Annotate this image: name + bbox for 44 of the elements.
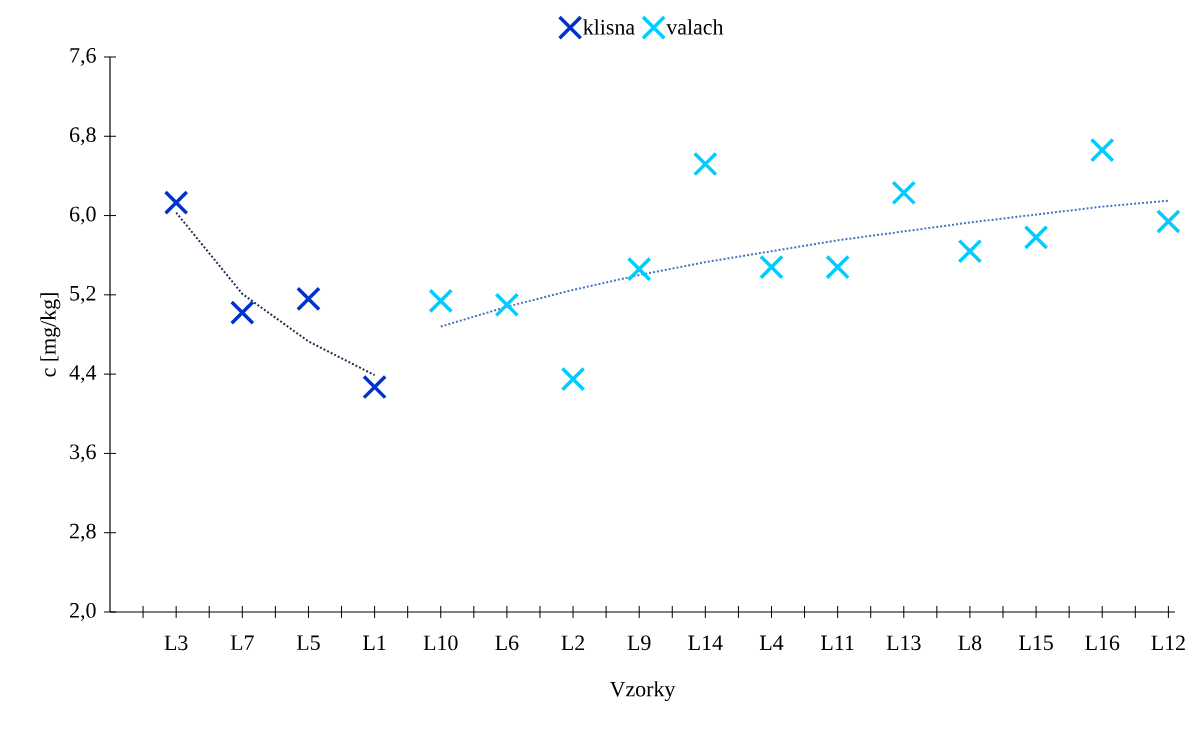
x-tick-label: L2 xyxy=(561,635,585,651)
x-tick-label: L3 xyxy=(164,635,188,651)
point xyxy=(1156,209,1181,234)
point xyxy=(692,151,718,177)
x-tick-label: L8 xyxy=(958,635,982,651)
x-tick-label: L5 xyxy=(296,635,320,651)
point xyxy=(1089,137,1115,163)
point xyxy=(825,254,850,280)
point xyxy=(560,366,586,392)
point xyxy=(229,300,255,326)
x-tick-label: L7 xyxy=(230,635,254,650)
y-tick-label: 5,2 xyxy=(70,285,96,304)
x-tick-label: L6 xyxy=(495,635,519,651)
x-tick-label: L10 xyxy=(423,635,458,651)
y-tick-label: 6,8 xyxy=(70,127,96,146)
x-tick-label: L16 xyxy=(1085,635,1120,651)
line-series xyxy=(175,211,376,377)
x-tick-label: L9 xyxy=(627,635,651,651)
y-tick-label: 6,0 xyxy=(70,206,96,225)
x-tick-label: L1 xyxy=(363,635,386,650)
point xyxy=(163,190,189,216)
x-axis-title: Vzorky xyxy=(609,681,676,702)
point xyxy=(296,286,321,312)
x-tick-label: L11 xyxy=(821,635,854,650)
x-tick-label: L4 xyxy=(759,635,784,650)
x-tick-label: L13 xyxy=(886,635,921,651)
y-tick-label: 3,6 xyxy=(70,444,96,463)
x-tick-label: L14 xyxy=(688,635,723,650)
y-axis-title: c [mg/kg] xyxy=(40,293,61,377)
y-tick-label: 7,6 xyxy=(70,48,96,66)
point xyxy=(428,288,454,314)
point xyxy=(957,238,983,264)
point xyxy=(362,374,387,400)
x-tick-label: L15 xyxy=(1019,635,1053,651)
y-tick-label: 2,0 xyxy=(70,603,96,621)
point xyxy=(759,254,784,280)
point xyxy=(1023,225,1049,250)
y-tick-label: 4,4 xyxy=(69,365,97,384)
point xyxy=(626,256,652,282)
point xyxy=(891,180,917,206)
legend-label: valach xyxy=(666,19,724,35)
legend-label: klisna xyxy=(583,19,635,35)
y-tick-label: 2,8 xyxy=(70,523,96,542)
x-tick-label: L12 xyxy=(1151,635,1185,651)
